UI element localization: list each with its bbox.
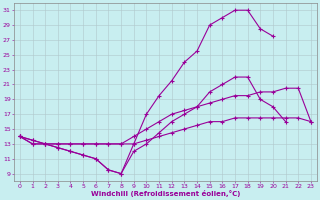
X-axis label: Windchill (Refroidissement éolien,°C): Windchill (Refroidissement éolien,°C)	[91, 190, 240, 197]
